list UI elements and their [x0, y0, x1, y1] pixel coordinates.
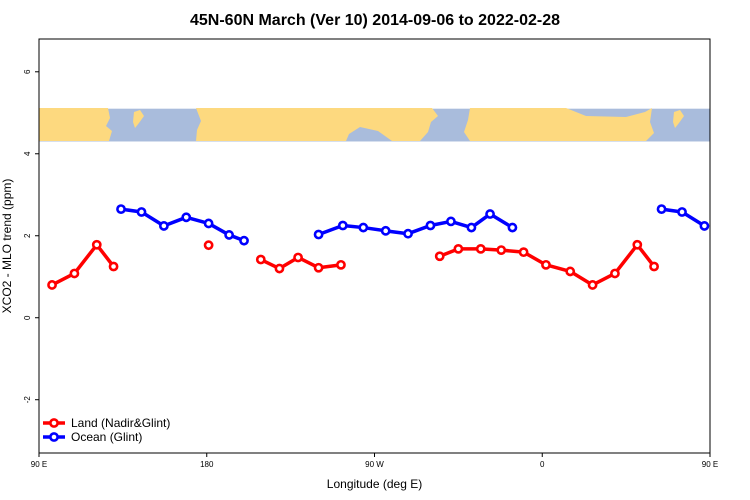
x-axis-ticks: 90 E 180 90 W 0 90 E: [31, 453, 718, 469]
data-point: [610, 268, 620, 279]
legend-marker: [49, 418, 59, 428]
data-point: [337, 220, 348, 231]
data-point: [485, 209, 495, 219]
data-point: [274, 263, 285, 274]
data-point: [518, 247, 529, 258]
x-tick-label: 90 W: [365, 460, 384, 469]
x-tick-label: 90 E: [702, 460, 718, 469]
series-0: [47, 239, 659, 290]
data-point: [380, 225, 391, 236]
data-point: [239, 235, 249, 246]
data-point: [466, 222, 477, 233]
y-tick-label: 6: [23, 69, 32, 74]
legend: Land (Nadir&Glint)Ocean (Glint): [43, 416, 170, 444]
y-tick-label: -2: [23, 396, 32, 404]
y-tick-label: 2: [23, 233, 32, 238]
y-axis-label: XCO2 - MLO trend (ppm): [0, 179, 14, 314]
land-mass-japan-repeat: [673, 110, 684, 128]
data-point: [158, 221, 169, 231]
data-point: [91, 239, 102, 250]
legend-label: Land (Nadir&Glint): [71, 416, 170, 430]
data-point: [116, 204, 126, 215]
x-axis-label: Longitude (deg E): [327, 477, 422, 491]
data-point: [136, 207, 147, 217]
series-layer: [47, 204, 710, 290]
land-mass-east-asia: [39, 108, 112, 141]
data-point: [565, 266, 576, 277]
land-mass-japan: [133, 110, 144, 128]
chart-title: 45N-60N March (Ver 10) 2014-09-06 to 202…: [190, 12, 560, 29]
data-point: [446, 216, 456, 227]
land-mass-europe: [464, 108, 654, 141]
data-point: [336, 259, 346, 270]
data-point: [677, 207, 687, 217]
data-point: [313, 262, 324, 273]
x-tick-label: 0: [540, 460, 545, 469]
data-point: [496, 245, 507, 255]
legend-marker: [49, 432, 59, 442]
y-axis-ticks: -2 0 2 4 6: [23, 69, 39, 403]
y-tick-label: 0: [23, 315, 32, 320]
data-point: [358, 222, 369, 233]
data-point: [255, 254, 266, 265]
data-point: [453, 243, 464, 254]
plot-frame: [38, 38, 711, 454]
data-point: [293, 252, 303, 263]
legend-label: Ocean (Glint): [71, 430, 142, 444]
data-point: [69, 268, 80, 279]
map-land: [39, 108, 684, 141]
series-line: [50, 243, 116, 287]
data-point: [507, 222, 518, 233]
y-tick-label: 4: [23, 151, 32, 156]
legend-item: Ocean (Glint): [43, 430, 142, 444]
data-point: [203, 240, 214, 251]
data-point: [587, 280, 598, 290]
data-point: [403, 228, 413, 239]
data-point: [108, 261, 119, 272]
data-point: [313, 229, 324, 240]
data-point: [699, 221, 710, 231]
data-point: [632, 239, 643, 250]
x-tick-label: 90 E: [31, 460, 47, 469]
data-point: [434, 251, 445, 262]
data-point: [224, 230, 235, 240]
series-line: [316, 212, 515, 237]
legend-item: Land (Nadir&Glint): [43, 416, 170, 430]
data-point: [475, 243, 486, 254]
series-1: [116, 204, 710, 246]
map-strip: [39, 108, 710, 142]
data-point: [425, 220, 436, 231]
data-point: [203, 218, 214, 229]
data-point: [649, 261, 659, 272]
data-point: [181, 212, 192, 223]
data-point: [47, 280, 57, 290]
x-tick-label: 180: [200, 460, 214, 469]
data-point: [656, 204, 667, 215]
land-mass-north-america: [196, 108, 438, 141]
data-point: [541, 259, 551, 270]
